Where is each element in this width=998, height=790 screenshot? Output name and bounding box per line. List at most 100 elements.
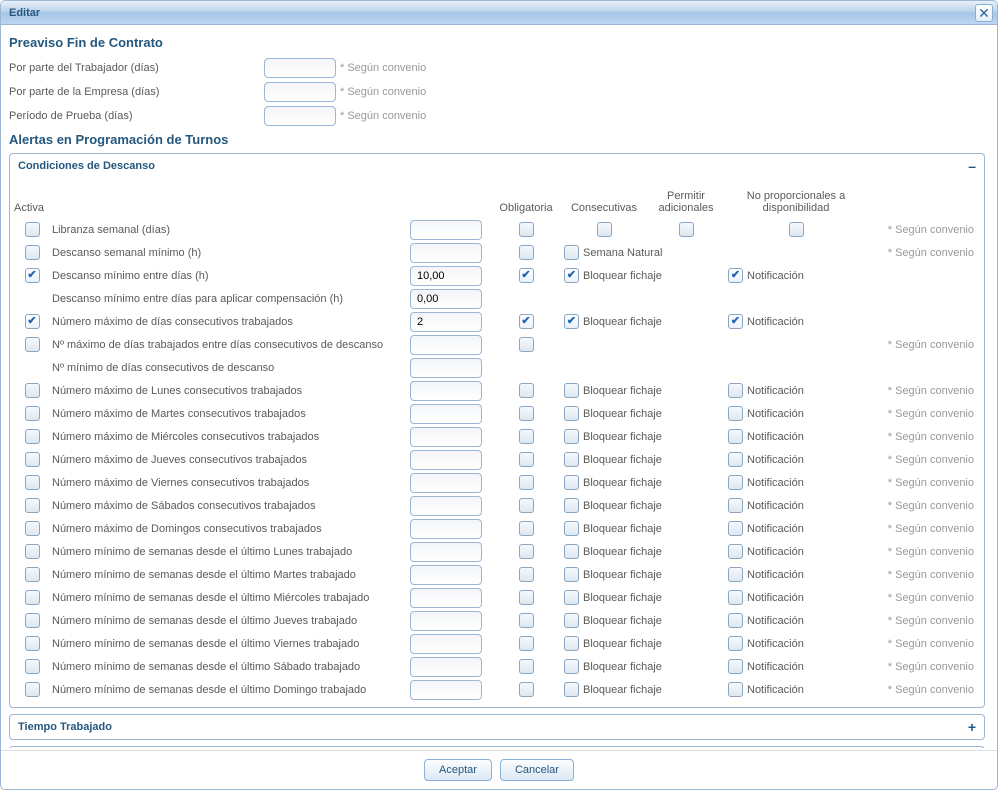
- checkbox[interactable]: [519, 613, 534, 628]
- checkbox[interactable]: [564, 475, 579, 490]
- checkbox[interactable]: [564, 429, 579, 444]
- row-value-input[interactable]: [410, 588, 482, 608]
- checkbox[interactable]: [679, 222, 694, 237]
- checkbox[interactable]: [519, 222, 534, 237]
- checkbox[interactable]: [25, 544, 40, 559]
- checkbox[interactable]: [728, 590, 743, 605]
- checkbox[interactable]: [25, 498, 40, 513]
- row-value-input[interactable]: [410, 289, 482, 309]
- checkbox[interactable]: [519, 475, 534, 490]
- checkbox[interactable]: [25, 222, 40, 237]
- checkbox[interactable]: [519, 383, 534, 398]
- checkbox[interactable]: [25, 636, 40, 651]
- checkbox[interactable]: [728, 475, 743, 490]
- row-value-input[interactable]: [410, 427, 482, 447]
- checkbox[interactable]: [728, 613, 743, 628]
- checkbox[interactable]: [519, 314, 534, 329]
- close-button[interactable]: ✕: [975, 4, 993, 22]
- row-value-input[interactable]: [410, 220, 482, 240]
- row-value-input[interactable]: [410, 381, 482, 401]
- checkbox[interactable]: [564, 590, 579, 605]
- row-value-input[interactable]: [410, 519, 482, 539]
- checkbox[interactable]: [728, 682, 743, 697]
- checkbox[interactable]: [728, 636, 743, 651]
- checkbox[interactable]: [564, 659, 579, 674]
- checkbox[interactable]: [25, 452, 40, 467]
- checkbox[interactable]: [519, 590, 534, 605]
- checkbox[interactable]: [519, 659, 534, 674]
- checkbox[interactable]: [519, 245, 534, 260]
- checkbox[interactable]: [728, 406, 743, 421]
- checkbox[interactable]: [728, 498, 743, 513]
- checkbox[interactable]: [564, 314, 579, 329]
- checkbox[interactable]: [519, 337, 534, 352]
- checkbox[interactable]: [519, 498, 534, 513]
- row-value-input[interactable]: [410, 266, 482, 286]
- checkbox[interactable]: [519, 268, 534, 283]
- panel-header-tiempo[interactable]: Tiempo Trabajado +: [10, 715, 984, 739]
- checkbox[interactable]: [25, 245, 40, 260]
- preaviso-input[interactable]: [264, 82, 336, 102]
- checkbox[interactable]: [25, 475, 40, 490]
- checkbox[interactable]: [519, 406, 534, 421]
- checkbox[interactable]: [564, 452, 579, 467]
- scroll-area[interactable]: Preaviso Fin de Contrato Por parte del T…: [9, 31, 989, 748]
- panel-header-condiciones[interactable]: Condiciones de Descanso –: [10, 154, 984, 178]
- checkbox[interactable]: [519, 521, 534, 536]
- panel-header-turnos[interactable]: Turnos +: [10, 747, 984, 748]
- checkbox[interactable]: [564, 406, 579, 421]
- checkbox[interactable]: [25, 521, 40, 536]
- checkbox[interactable]: [564, 636, 579, 651]
- row-value-input[interactable]: [410, 473, 482, 493]
- preaviso-input[interactable]: [264, 58, 336, 78]
- row-value-input[interactable]: [410, 312, 482, 332]
- checkbox[interactable]: [564, 544, 579, 559]
- checkbox[interactable]: [25, 383, 40, 398]
- checkbox[interactable]: [25, 659, 40, 674]
- checkbox[interactable]: [519, 429, 534, 444]
- row-value-input[interactable]: [410, 657, 482, 677]
- row-value-input[interactable]: [410, 335, 482, 355]
- row-value-input[interactable]: [410, 243, 482, 263]
- accept-button[interactable]: Aceptar: [424, 759, 492, 781]
- checkbox[interactable]: [728, 268, 743, 283]
- checkbox[interactable]: [25, 406, 40, 421]
- checkbox[interactable]: [564, 268, 579, 283]
- checkbox[interactable]: [25, 337, 40, 352]
- checkbox[interactable]: [728, 521, 743, 536]
- checkbox[interactable]: [519, 682, 534, 697]
- checkbox[interactable]: [25, 682, 40, 697]
- checkbox[interactable]: [728, 383, 743, 398]
- checkbox[interactable]: [519, 544, 534, 559]
- checkbox[interactable]: [728, 314, 743, 329]
- checkbox[interactable]: [25, 567, 40, 582]
- checkbox[interactable]: [25, 429, 40, 444]
- row-value-input[interactable]: [410, 565, 482, 585]
- checkbox[interactable]: [597, 222, 612, 237]
- checkbox[interactable]: [564, 383, 579, 398]
- checkbox[interactable]: [519, 567, 534, 582]
- checkbox[interactable]: [564, 567, 579, 582]
- checkbox[interactable]: [564, 682, 579, 697]
- checkbox[interactable]: [25, 590, 40, 605]
- row-value-input[interactable]: [410, 634, 482, 654]
- checkbox[interactable]: [728, 429, 743, 444]
- row-value-input[interactable]: [410, 611, 482, 631]
- checkbox[interactable]: [564, 498, 579, 513]
- checkbox[interactable]: [519, 452, 534, 467]
- row-value-input[interactable]: [410, 404, 482, 424]
- checkbox[interactable]: [25, 268, 40, 283]
- row-value-input[interactable]: [410, 450, 482, 470]
- checkbox[interactable]: [728, 544, 743, 559]
- checkbox[interactable]: [25, 613, 40, 628]
- checkbox[interactable]: [564, 613, 579, 628]
- checkbox[interactable]: [25, 314, 40, 329]
- row-value-input[interactable]: [410, 680, 482, 700]
- checkbox[interactable]: [728, 659, 743, 674]
- row-value-input[interactable]: [410, 542, 482, 562]
- checkbox[interactable]: [728, 452, 743, 467]
- preaviso-input[interactable]: [264, 106, 336, 126]
- checkbox[interactable]: [564, 245, 579, 260]
- checkbox[interactable]: [519, 636, 534, 651]
- checkbox[interactable]: [728, 567, 743, 582]
